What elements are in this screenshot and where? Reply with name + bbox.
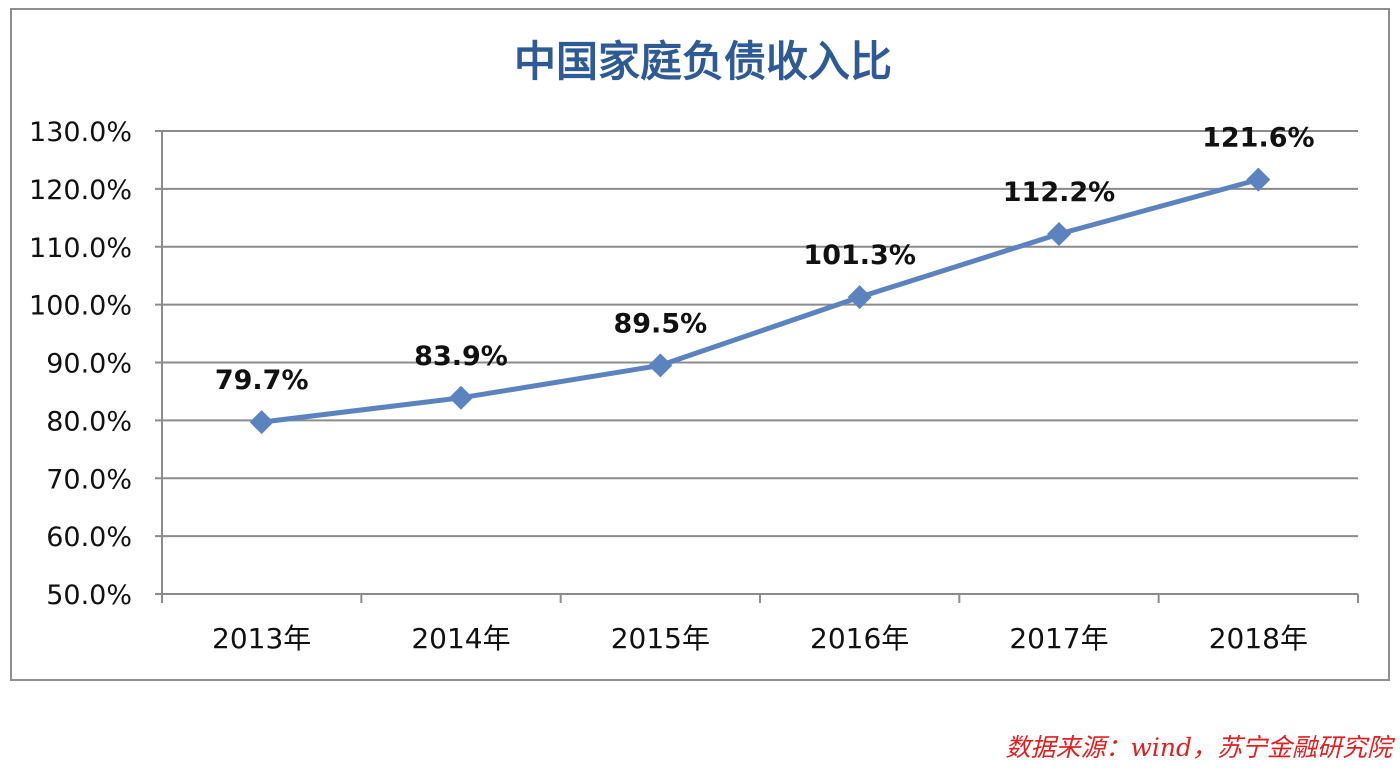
y-tick-label: 120.0%	[29, 175, 132, 206]
x-tick-label: 2016年	[810, 622, 909, 655]
data-point-markers	[249, 167, 1271, 435]
y-axis-tick-labels: 50.0% 60.0% 70.0% 80.0% 90.0% 100.0% 110.0% 120…	[29, 117, 132, 611]
data-label: 83.9%	[414, 341, 508, 372]
data-point-marker	[1047, 222, 1071, 247]
x-tick-label: 2017年	[1009, 622, 1108, 655]
data-label: 112.2%	[1003, 177, 1115, 208]
x-axis-tick-labels: 2013年 2014年 2015年 2016年 2017年 2018年	[212, 622, 1308, 655]
data-label: 79.7%	[215, 365, 309, 396]
data-point-marker	[1246, 167, 1271, 192]
data-point-marker	[648, 353, 673, 378]
y-tick-label: 60.0%	[46, 522, 132, 553]
axes	[155, 130, 1359, 603]
data-point-marker	[249, 410, 274, 435]
data-labels: 79.7% 83.9% 89.5% 101.3% 112.2% 121.6%	[215, 123, 1315, 396]
chart-frame	[10, 8, 1390, 681]
source-note: 数据来源：wind，苏宁金融研究院	[1005, 733, 1392, 762]
y-tick-label: 70.0%	[46, 464, 132, 495]
y-tick-label: 110.0%	[29, 233, 132, 264]
x-tick-label: 2013年	[212, 622, 311, 655]
y-tick-label: 50.0%	[46, 580, 132, 611]
data-point-marker	[449, 385, 473, 410]
y-tick-label: 130.0%	[29, 117, 132, 148]
data-point-marker	[847, 285, 872, 310]
x-tick-label: 2018年	[1209, 622, 1308, 655]
series-line-layer	[259, 177, 1261, 425]
chart-title: 中国家庭负债收入比	[514, 37, 892, 86]
data-label: 101.3%	[803, 240, 915, 271]
y-tick-label: 100.0%	[29, 291, 132, 322]
line-chart: 中国家庭负债收入比 50.0% 60.0% 70.0% 80.0% 90.0% 100.0…	[29, 37, 1359, 655]
data-label: 121.6%	[1202, 123, 1314, 154]
x-tick-label: 2015年	[611, 622, 710, 655]
y-tick-label: 90.0%	[46, 349, 132, 380]
y-tick-label: 80.0%	[46, 406, 132, 437]
data-label: 89.5%	[613, 308, 707, 339]
x-tick-label: 2014年	[411, 622, 510, 655]
series-line	[259, 177, 1261, 425]
